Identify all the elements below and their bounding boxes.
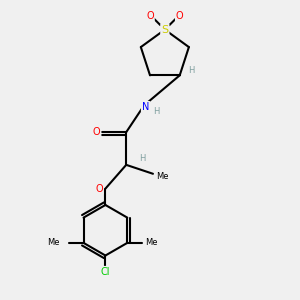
Text: N: N xyxy=(142,102,149,112)
Text: H: H xyxy=(140,154,146,164)
Text: H: H xyxy=(188,66,194,75)
Text: Me: Me xyxy=(156,172,169,181)
Text: O: O xyxy=(95,184,103,194)
Text: H: H xyxy=(153,107,160,116)
Text: S: S xyxy=(161,25,168,34)
Text: O: O xyxy=(176,11,184,21)
Text: Me: Me xyxy=(146,238,158,247)
Text: O: O xyxy=(93,127,100,137)
Text: Cl: Cl xyxy=(101,267,110,277)
Text: O: O xyxy=(146,11,154,21)
Text: Me: Me xyxy=(47,238,59,247)
